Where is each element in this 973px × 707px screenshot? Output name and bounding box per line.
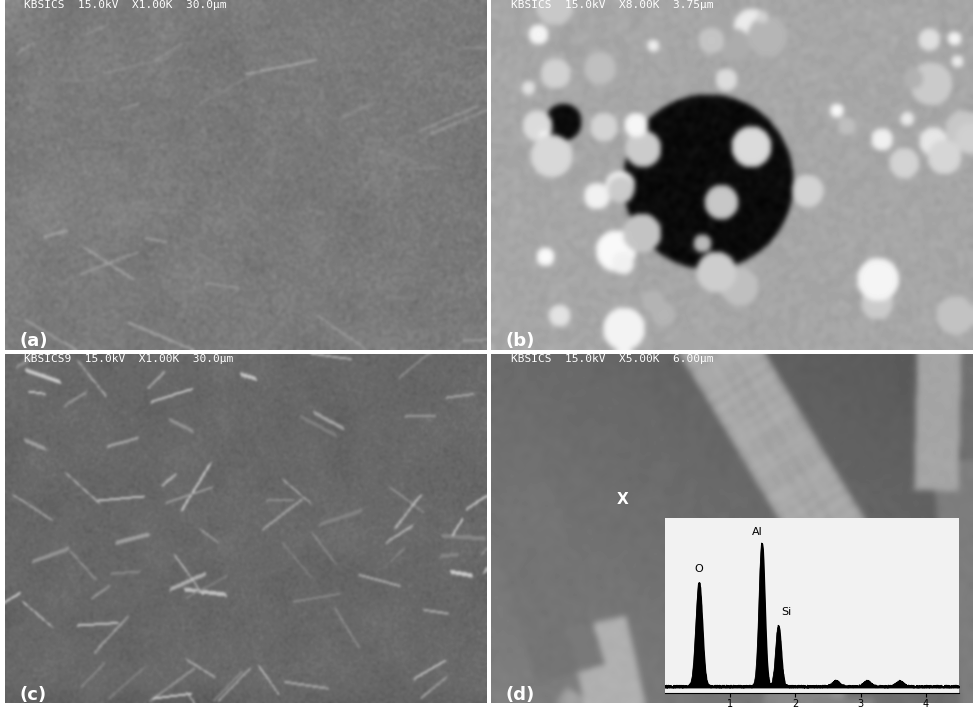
Text: (a): (a) xyxy=(19,332,48,351)
Text: X: X xyxy=(617,492,629,507)
Text: KBSICS  15.0kV  X8.00K  3.75μm: KBSICS 15.0kV X8.00K 3.75μm xyxy=(511,1,713,11)
Text: (b): (b) xyxy=(506,332,535,351)
Text: (c): (c) xyxy=(19,686,47,704)
Text: (d): (d) xyxy=(506,686,535,704)
Text: KBSICS  15.0kV  X5.00K  6.00μm: KBSICS 15.0kV X5.00K 6.00μm xyxy=(511,354,713,364)
Text: KBSICS  15.0kV  X1.00K  30.0μm: KBSICS 15.0kV X1.00K 30.0μm xyxy=(24,1,227,11)
Text: KBSICS9  15.0kV  X1.00K  30.0μm: KBSICS9 15.0kV X1.00K 30.0μm xyxy=(24,354,234,364)
